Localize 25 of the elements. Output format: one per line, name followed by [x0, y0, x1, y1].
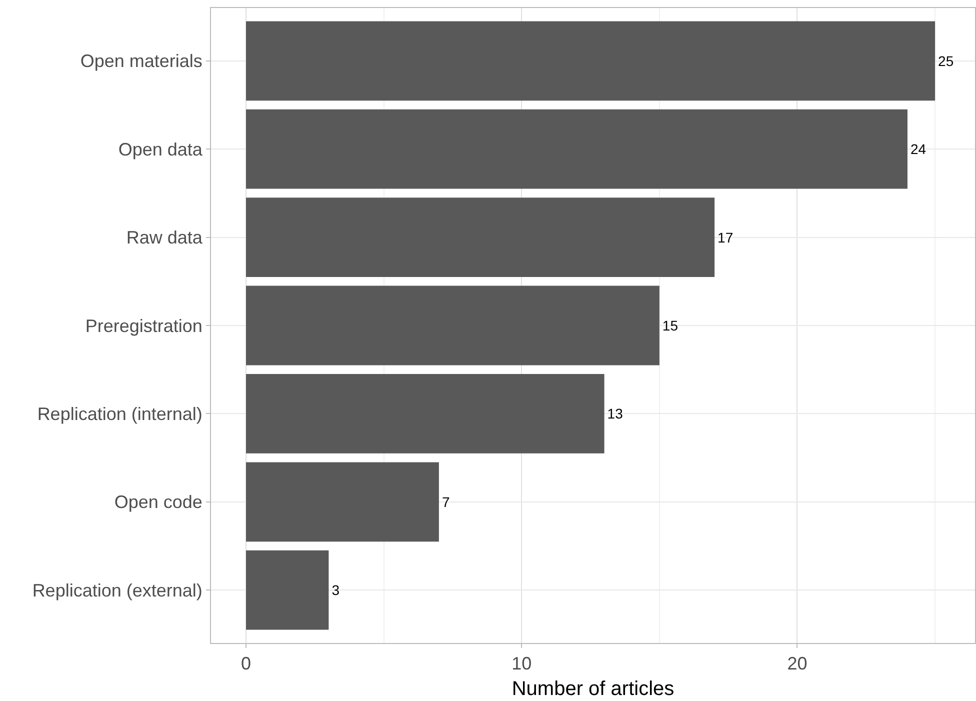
data-label: 25 — [938, 52, 954, 69]
x-axis-title: Number of articles — [512, 678, 674, 700]
data-label: 24 — [910, 141, 926, 158]
data-label: 15 — [662, 318, 678, 334]
bar — [246, 286, 660, 366]
data-label: 7 — [442, 494, 450, 510]
y-tick-label: Open code — [114, 492, 202, 512]
y-tick-label: Raw data — [126, 228, 204, 248]
x-tick-label: 10 — [512, 654, 532, 674]
bar — [246, 198, 715, 277]
y-tick-label: Open materials — [80, 51, 202, 72]
bar — [246, 374, 604, 454]
data-label: 3 — [332, 582, 340, 598]
bar — [246, 550, 329, 630]
y-tick-label: Open data — [118, 139, 204, 160]
y-tick-label: Preregistration — [85, 316, 202, 336]
x-tick-label: 20 — [787, 654, 808, 674]
bar — [246, 109, 908, 189]
y-tick-label: Replication (internal) — [37, 404, 202, 424]
x-tick-label: 0 — [240, 654, 252, 674]
data-label: 17 — [718, 229, 734, 246]
y-tick-label: Replication (external) — [32, 580, 202, 600]
bar — [246, 21, 936, 101]
bar — [246, 462, 439, 542]
data-label: 13 — [607, 406, 624, 422]
